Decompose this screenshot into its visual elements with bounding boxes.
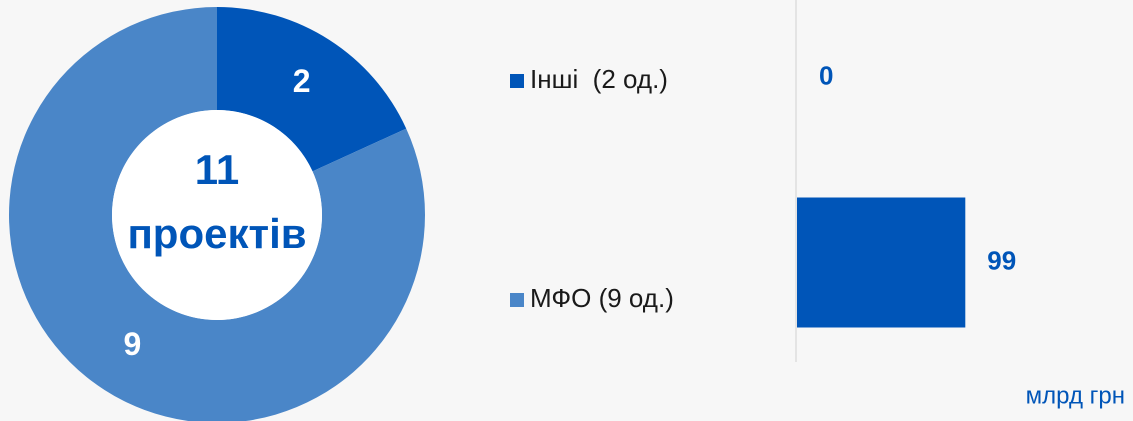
legend-marker xyxy=(510,74,524,88)
legend-label: Інші (2 од.) xyxy=(530,64,668,94)
donut-hole xyxy=(112,110,322,320)
data-label: 0 xyxy=(819,60,833,90)
unit-label: млрд грн xyxy=(1026,382,1125,409)
center-value: 11 xyxy=(195,146,239,193)
data-label: 99 xyxy=(987,245,1016,275)
data-label: 2 xyxy=(293,63,311,99)
center-label: проектів xyxy=(127,210,306,257)
data-label: 9 xyxy=(123,326,141,362)
legend-label: МФО (9 од.) xyxy=(530,283,674,313)
bar xyxy=(797,197,966,328)
donut-segment xyxy=(9,7,425,421)
donut-segment xyxy=(217,7,407,172)
legend-marker xyxy=(510,293,524,307)
